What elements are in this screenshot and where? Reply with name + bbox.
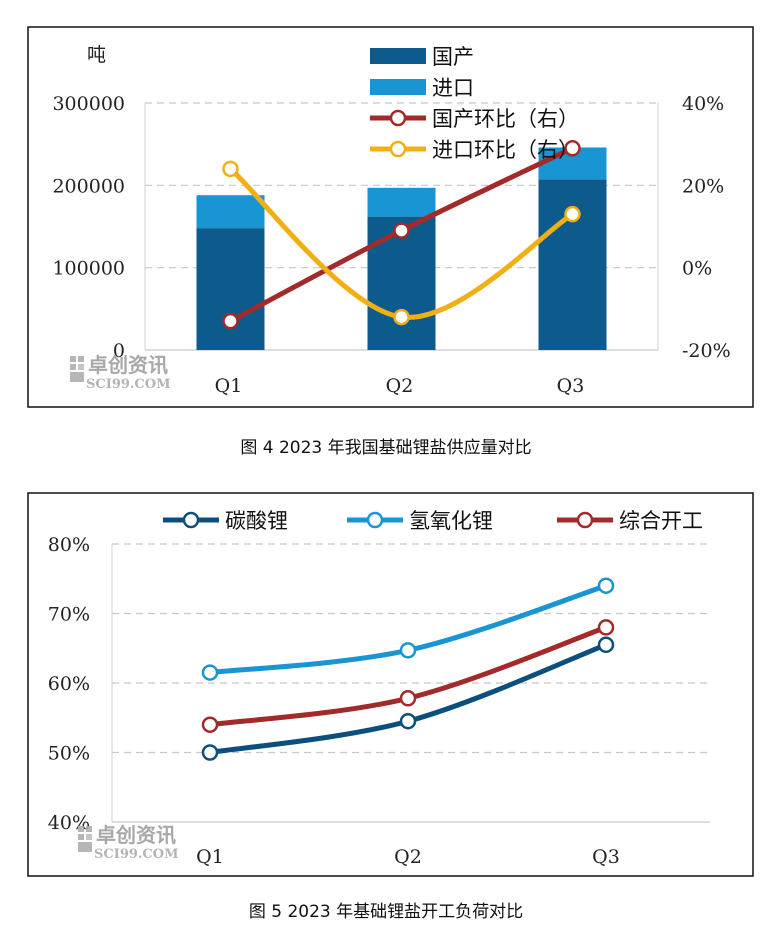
chart2-category-tick: Q3 bbox=[592, 846, 620, 868]
chart1-legend-label: 国产 bbox=[432, 45, 474, 69]
chart1-legend-label: 进口 bbox=[432, 76, 474, 100]
chart1-lines bbox=[222, 140, 581, 330]
chart1-legend-swatch bbox=[370, 48, 426, 64]
watermark-en: SCI99.COM bbox=[94, 847, 179, 862]
chart1-line-point bbox=[222, 160, 239, 178]
chart1-bar-import bbox=[196, 195, 265, 229]
chart2-legend-marker bbox=[576, 511, 594, 529]
chart2-legend-marker bbox=[182, 511, 200, 529]
chart1-left-tick: 0 bbox=[113, 340, 125, 362]
chart1-left-tick: 300000 bbox=[52, 93, 125, 115]
chart2-line-point bbox=[399, 690, 417, 707]
chart1-left-tick: 100000 bbox=[52, 258, 125, 280]
chart1-legend-swatch bbox=[370, 79, 426, 95]
chart2-caption: 图 5 2023 年基础锂盐开工负荷对比 bbox=[249, 902, 523, 922]
chart2-y-tick: 60% bbox=[48, 673, 90, 695]
chart2-watermark: 卓创资讯 SCI99.COM bbox=[78, 823, 179, 862]
chart2-line-point bbox=[597, 636, 615, 654]
chart1-bar-domestic bbox=[538, 179, 607, 350]
chart2-legend-marker bbox=[366, 511, 384, 529]
chart2-category-tick: Q1 bbox=[196, 846, 224, 868]
chart1-line-point bbox=[222, 312, 239, 330]
chart1-ticks: 0 100000 200000 300000 -20% 0% 20% 40% Q1 Q2 Q3 bbox=[52, 93, 730, 397]
watermark-cn: 卓创资讯 bbox=[96, 823, 176, 847]
chart2-y-tick: 70% bbox=[48, 604, 90, 626]
chart2-line-point bbox=[597, 577, 615, 594]
chart2-line-point bbox=[399, 712, 417, 730]
watermark-cn: 卓创资讯 bbox=[88, 353, 168, 377]
chart1-legend-label: 国产环比（右） bbox=[432, 107, 579, 131]
chart2-y-tick: 80% bbox=[48, 534, 90, 556]
chart2-line-point bbox=[597, 619, 615, 636]
chart1-legend-marker bbox=[389, 140, 407, 158]
chart1-line-point bbox=[564, 205, 581, 223]
chart1-bar-domestic bbox=[196, 228, 265, 350]
chart1-left-tick: 200000 bbox=[52, 175, 125, 197]
chart2-line-point bbox=[201, 664, 219, 681]
chart1-right-tick: 20% bbox=[682, 175, 724, 197]
chart2-lines bbox=[201, 577, 615, 761]
chart1-line-point bbox=[393, 308, 410, 326]
watermark-en: SCI99.COM bbox=[86, 377, 171, 392]
chart1-right-tick: 40% bbox=[682, 93, 724, 115]
chart1-category-tick: Q3 bbox=[557, 375, 585, 397]
chart2-legend-label: 综合开工 bbox=[619, 509, 703, 533]
chart1-line-point bbox=[564, 140, 581, 157]
chart1-right-tick: 0% bbox=[682, 258, 712, 280]
chart2-legend-label: 碳酸锂 bbox=[225, 509, 288, 533]
chart2-line-point bbox=[399, 642, 417, 659]
chart1-legend-label: 进口环比（右） bbox=[432, 138, 579, 162]
chart1-bar-import bbox=[367, 187, 436, 217]
chart2-y-tick: 50% bbox=[48, 743, 90, 765]
chart1-right-tick: -20% bbox=[682, 340, 731, 362]
chart2-legend-label: 氢氧化锂 bbox=[409, 509, 493, 533]
chart1-watermark: 卓创资讯 SCI99.COM bbox=[70, 353, 171, 392]
chart2-legend: 碳酸锂 氢氧化锂 综合开工 bbox=[163, 509, 703, 533]
chart2-line-point bbox=[201, 716, 219, 733]
chart2-frame bbox=[27, 492, 754, 877]
chart1-caption: 图 4 2023 年我国基础锂盐供应量对比 bbox=[240, 438, 531, 458]
chart2-line-point bbox=[201, 744, 219, 761]
chart2-category-tick: Q2 bbox=[394, 846, 422, 868]
chart1-unit-label: 吨 bbox=[87, 44, 106, 66]
chart1-line-point bbox=[393, 222, 410, 239]
chart1-legend-marker bbox=[389, 109, 407, 127]
chart1-category-tick: Q1 bbox=[215, 375, 243, 397]
chart1-category-tick: Q2 bbox=[386, 375, 414, 397]
